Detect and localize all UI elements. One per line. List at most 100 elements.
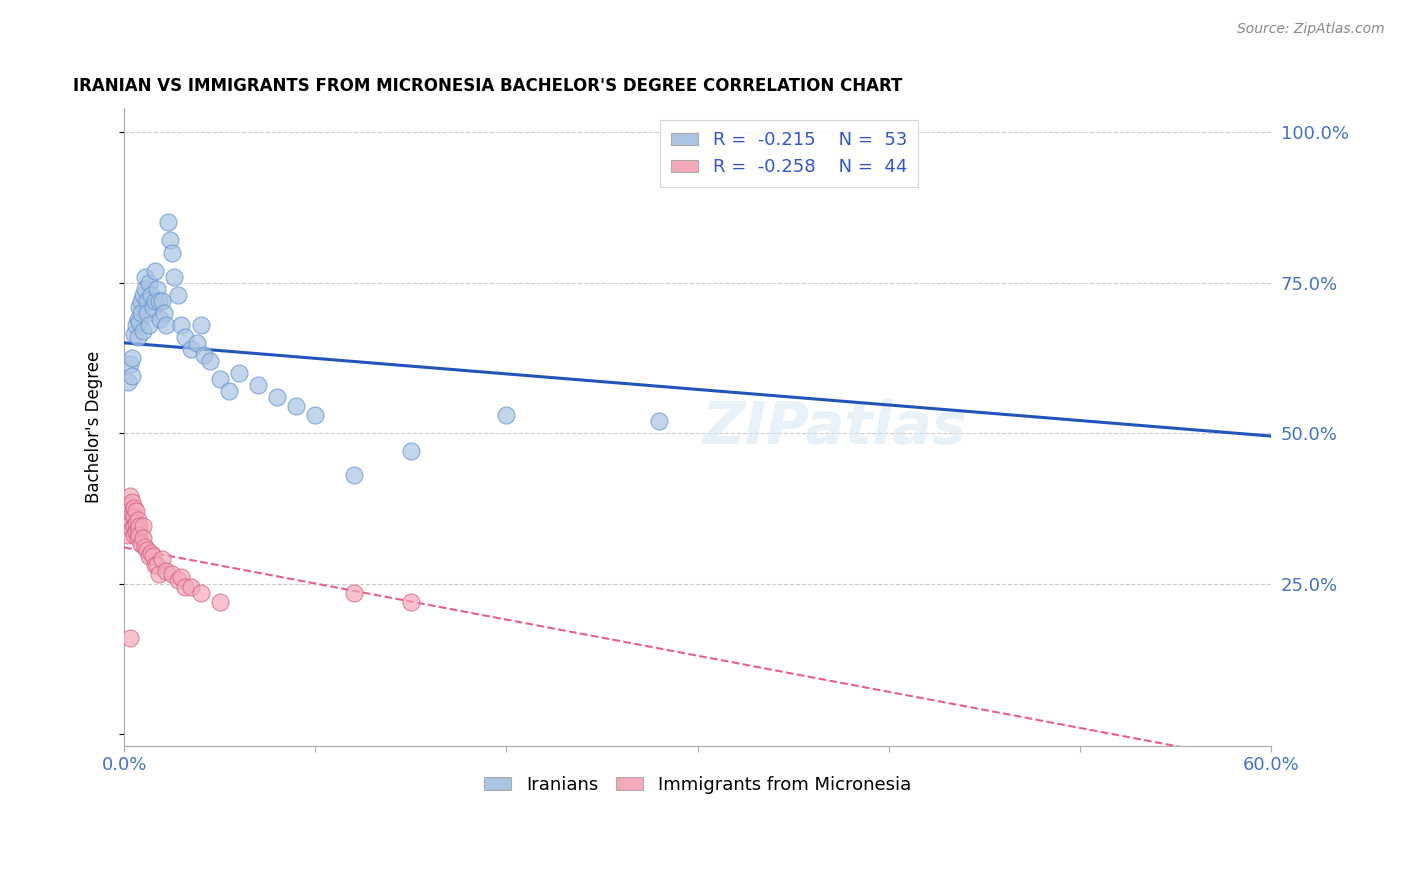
Point xyxy=(155,565,177,579)
Point xyxy=(142,549,165,564)
Point xyxy=(342,585,364,599)
Point xyxy=(118,513,141,527)
Point xyxy=(115,498,138,512)
Point xyxy=(148,567,170,582)
Y-axis label: Bachelor's Degree: Bachelor's Degree xyxy=(86,351,103,503)
Point xyxy=(495,408,517,422)
Point xyxy=(124,504,146,518)
Text: Source: ZipAtlas.com: Source: ZipAtlas.com xyxy=(1237,22,1385,37)
Point xyxy=(121,508,143,522)
Point xyxy=(121,351,143,365)
Point xyxy=(180,342,202,356)
Point xyxy=(150,293,173,308)
Point xyxy=(342,468,364,483)
Point xyxy=(134,541,156,555)
Point xyxy=(285,399,308,413)
Point xyxy=(170,570,193,584)
Point xyxy=(117,375,139,389)
Point xyxy=(160,567,183,582)
Point xyxy=(136,543,159,558)
Point xyxy=(118,357,141,371)
Point xyxy=(174,330,197,344)
Point xyxy=(266,390,288,404)
Point xyxy=(131,306,153,320)
Point xyxy=(174,580,197,594)
Legend: Iranians, Immigrants from Micronesia: Iranians, Immigrants from Micronesia xyxy=(477,768,918,801)
Point xyxy=(153,306,176,320)
Point xyxy=(122,528,145,542)
Point xyxy=(193,348,215,362)
Point xyxy=(127,330,149,344)
Point xyxy=(124,516,146,531)
Point xyxy=(122,510,145,524)
Point xyxy=(127,522,149,536)
Point xyxy=(399,594,422,608)
Point xyxy=(163,269,186,284)
Point xyxy=(186,335,208,350)
Point xyxy=(145,282,167,296)
Point xyxy=(190,585,212,599)
Point xyxy=(136,293,159,308)
Point xyxy=(157,215,180,229)
Point xyxy=(134,282,156,296)
Point xyxy=(128,519,150,533)
Point xyxy=(117,516,139,531)
Point xyxy=(121,368,143,383)
Point xyxy=(122,326,145,341)
Point xyxy=(170,318,193,332)
Point xyxy=(132,324,155,338)
Point xyxy=(139,546,162,560)
Point xyxy=(128,315,150,329)
Point xyxy=(118,489,141,503)
Point xyxy=(121,522,143,536)
Point xyxy=(143,263,166,277)
Point xyxy=(134,269,156,284)
Point xyxy=(648,414,671,428)
Point xyxy=(180,580,202,594)
Point xyxy=(145,558,167,573)
Point xyxy=(150,552,173,566)
Point xyxy=(149,311,172,326)
Point xyxy=(228,366,250,380)
Point xyxy=(122,501,145,516)
Point xyxy=(304,408,326,422)
Point xyxy=(138,276,160,290)
Text: IRANIAN VS IMMIGRANTS FROM MICRONESIA BACHELOR'S DEGREE CORRELATION CHART: IRANIAN VS IMMIGRANTS FROM MICRONESIA BA… xyxy=(73,78,901,95)
Point xyxy=(143,558,166,573)
Point xyxy=(132,532,155,546)
Text: ZIPatlas: ZIPatlas xyxy=(703,399,967,456)
Point xyxy=(117,528,139,542)
Point xyxy=(118,504,141,518)
Point xyxy=(190,318,212,332)
Point xyxy=(131,537,153,551)
Point xyxy=(132,519,155,533)
Point xyxy=(218,384,240,398)
Point xyxy=(124,525,146,540)
Point xyxy=(399,444,422,458)
Point xyxy=(127,311,149,326)
Point xyxy=(138,549,160,564)
Point xyxy=(198,354,221,368)
Point xyxy=(148,293,170,308)
Point xyxy=(127,513,149,527)
Point xyxy=(208,594,231,608)
Point xyxy=(131,293,153,308)
Point xyxy=(136,306,159,320)
Point xyxy=(128,300,150,314)
Point xyxy=(132,287,155,301)
Point xyxy=(246,378,269,392)
Point xyxy=(160,245,183,260)
Point xyxy=(142,300,165,314)
Point xyxy=(166,574,188,588)
Point xyxy=(139,287,162,301)
Point xyxy=(138,318,160,332)
Point xyxy=(143,293,166,308)
Point xyxy=(118,631,141,645)
Point xyxy=(124,318,146,332)
Point xyxy=(127,532,149,546)
Point xyxy=(122,519,145,533)
Point xyxy=(155,318,177,332)
Point xyxy=(121,495,143,509)
Point xyxy=(128,528,150,542)
Point xyxy=(208,372,231,386)
